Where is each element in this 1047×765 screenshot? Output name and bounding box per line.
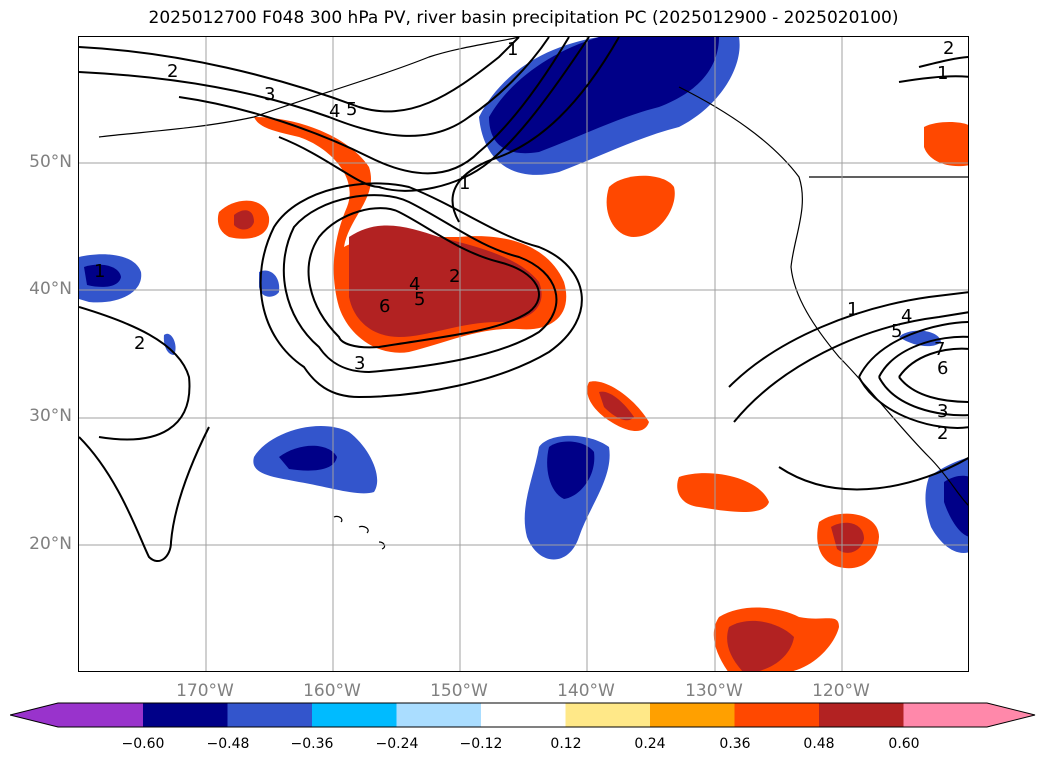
lat-label-40n: 40°N — [29, 279, 72, 299]
colorbar-cell — [312, 703, 397, 727]
pv-contour — [733, 311, 968, 423]
negative-anomaly-core — [489, 37, 719, 154]
lon-label-150w: 150°W — [430, 681, 488, 701]
colorbar-tick: 0.36 — [719, 736, 751, 752]
colorbar-cell — [819, 703, 904, 727]
pv-contour — [778, 456, 968, 491]
pv-contour — [282, 194, 558, 374]
contour-label: 3 — [937, 401, 948, 422]
colorbar-cell — [143, 703, 228, 727]
negative-anomaly-core — [547, 441, 595, 499]
lon-label-130w: 130°W — [685, 681, 743, 701]
colorbar-cell — [903, 703, 1035, 727]
colorbar-cells — [10, 703, 1035, 727]
contour-label: 6 — [937, 358, 948, 379]
lat-label-50n: 50°N — [29, 152, 72, 172]
colorbar-tick: 0.24 — [634, 736, 666, 752]
contour-label: 1 — [847, 299, 858, 320]
contour-label: 5 — [891, 321, 902, 342]
pv-contour — [307, 207, 540, 349]
colorbar-tick: 0.48 — [803, 736, 835, 752]
pv-contour — [858, 321, 968, 429]
contour-label: 2 — [943, 38, 954, 59]
colorbar-tick: 0.60 — [888, 736, 920, 752]
contour-label: 2 — [167, 61, 178, 82]
north-america-coast — [678, 86, 968, 506]
lon-label-160w: 160°W — [303, 681, 361, 701]
colorbar-tick: −0.36 — [290, 736, 334, 752]
contour-label: 4 — [409, 274, 420, 295]
pv-contour — [918, 56, 968, 68]
pv-contour — [259, 182, 583, 399]
negative-anomaly — [259, 270, 280, 297]
colorbar-tick: −0.12 — [459, 736, 503, 752]
contour-label: 4 — [901, 306, 912, 327]
lon-label-140w: 140°W — [557, 681, 615, 701]
contour-label: 5 — [346, 99, 357, 120]
map-title: 2025012700 F048 300 hPa PV, river basin … — [148, 8, 899, 28]
colorbar-cell — [227, 703, 313, 727]
positive-anomaly — [606, 175, 675, 237]
contour-label: 6 — [379, 296, 390, 317]
colorbar-cell — [10, 703, 143, 727]
colorbar-tick: −0.24 — [375, 736, 419, 752]
negative-anomaly-core — [944, 475, 968, 537]
contour-label: 1 — [459, 173, 470, 194]
pv-contour — [79, 306, 191, 441]
coastlines — [98, 37, 968, 550]
pv-contours — [79, 37, 968, 562]
map-panel: 1 2 3 4 5 1 6 5 4 2 3 1 2 2 1 1 5 4 7 6 … — [78, 36, 969, 672]
colorbar-outline — [10, 702, 1036, 728]
pv-contour — [898, 75, 968, 83]
negative-anomaly-core — [84, 264, 121, 287]
colorbar-cell — [650, 703, 735, 727]
pv-contour — [878, 335, 968, 417]
positive-anomaly-core — [599, 391, 634, 421]
contour-label: 2 — [937, 423, 948, 444]
pv-contour — [278, 37, 590, 192]
positive-anomaly-core — [727, 620, 794, 671]
pv-contour — [898, 347, 968, 403]
negative-anomaly-core — [279, 445, 337, 471]
colorbar — [10, 702, 1036, 728]
lon-label-120w: 120°W — [812, 681, 870, 701]
pv-contour — [79, 37, 550, 137]
precip-fields — [79, 37, 968, 671]
positive-anomaly — [924, 122, 968, 166]
contour-label: 1 — [937, 63, 948, 84]
contour-label: 1 — [94, 261, 105, 282]
positive-anomaly-core — [349, 225, 542, 337]
pv-contour — [79, 37, 520, 113]
colorbar-cell — [396, 703, 482, 727]
colorbar-cell — [565, 703, 651, 727]
positive-anomaly — [677, 473, 769, 512]
pv-contour — [728, 291, 968, 388]
pv-contour — [178, 37, 570, 175]
contour-label: 1 — [507, 39, 518, 60]
contour-label: 3 — [354, 353, 365, 374]
colorbar-tick: 0.12 — [550, 736, 582, 752]
contour-label: 7 — [934, 339, 945, 360]
contour-labels: 1 2 3 4 5 1 6 5 4 2 3 1 2 2 1 1 5 4 7 6 … — [94, 38, 954, 444]
colorbar-cell — [734, 703, 820, 727]
contour-label: 5 — [414, 289, 425, 310]
pv-contour — [79, 426, 210, 562]
map-canvas: 1 2 3 4 5 1 6 5 4 2 3 1 2 2 1 1 5 4 7 6 … — [79, 37, 968, 671]
negative-anomaly — [163, 333, 176, 355]
lon-label-170w: 170°W — [176, 681, 234, 701]
contour-label: 3 — [264, 84, 275, 105]
hawaii-islands — [333, 515, 386, 550]
alaska-coast — [98, 37, 520, 138]
lat-label-20n: 20°N — [29, 534, 72, 554]
contour-label: 4 — [329, 101, 340, 122]
colorbar-tick: −0.60 — [121, 736, 165, 752]
colorbar-cell — [481, 703, 566, 727]
positive-anomaly-core — [234, 210, 254, 230]
contour-label: 2 — [134, 333, 145, 354]
colorbar-tick: −0.48 — [206, 736, 250, 752]
lat-label-30n: 30°N — [29, 406, 72, 426]
pv-contour — [451, 37, 620, 223]
gridlines — [79, 37, 968, 671]
contour-label: 2 — [449, 266, 460, 287]
